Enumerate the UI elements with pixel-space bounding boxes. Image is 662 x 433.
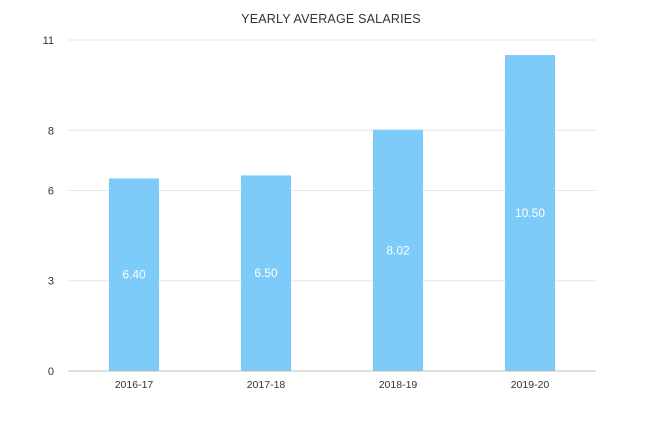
- data-labels: 6.40 6.50 8.02 10.50: [122, 206, 545, 282]
- bar: [505, 55, 555, 371]
- bar-value-label: 8.02: [386, 243, 410, 257]
- x-tick-label: 2016-17: [115, 379, 154, 391]
- y-tick-label: 0: [48, 366, 54, 378]
- x-tick-label: 2019-20: [511, 379, 550, 391]
- y-tick-label: 6: [48, 185, 54, 197]
- chart-title: YEARLY AVERAGE SALARIES: [241, 12, 421, 26]
- bars: [109, 55, 555, 371]
- bar-value-label: 6.40: [122, 268, 146, 282]
- y-tick-label: 8: [48, 125, 54, 137]
- bar-value-label: 6.50: [254, 266, 278, 280]
- y-tick-label: 3: [48, 276, 54, 288]
- y-axis-ticks: 0 3 6 8 11: [43, 35, 54, 378]
- x-axis-ticks: 2016-17 2017-18 2018-19 2019-20: [115, 379, 550, 391]
- x-tick-label: 2017-18: [247, 379, 286, 391]
- bar: [109, 178, 159, 371]
- bar-value-label: 10.50: [515, 206, 545, 220]
- bar: [373, 129, 423, 371]
- y-tick-label: 11: [43, 35, 54, 47]
- bar: [241, 175, 291, 371]
- x-tick-label: 2018-19: [379, 379, 418, 391]
